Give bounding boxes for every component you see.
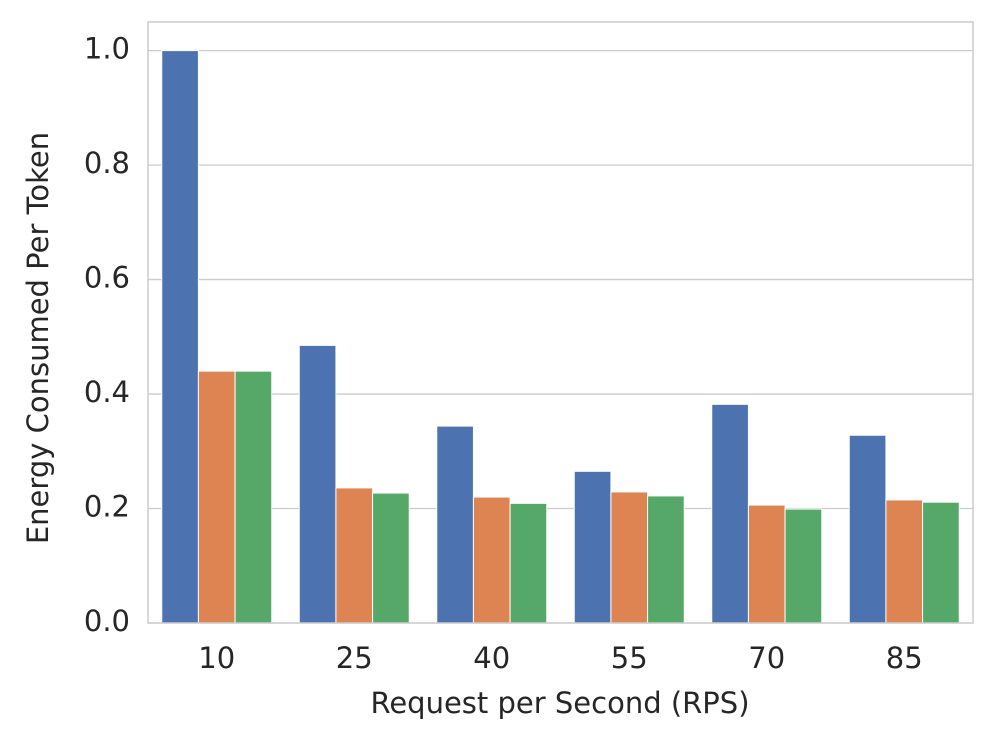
bar (784, 508, 823, 624)
bar (509, 502, 548, 624)
y-tick-label: 1.0 (84, 32, 130, 66)
bar (922, 501, 960, 624)
bar (848, 434, 887, 624)
bar (747, 504, 786, 624)
plot-frame (147, 21, 974, 624)
bar (436, 425, 474, 624)
bar (298, 344, 337, 624)
bar (711, 403, 749, 624)
bar (573, 470, 612, 624)
x-axis-label: Request per Second (RPS) (370, 686, 749, 720)
y-axis-label: Energy Consumed Per Token (21, 132, 55, 544)
x-tick-label: 85 (886, 641, 923, 675)
bar (372, 492, 410, 624)
bar (610, 491, 649, 624)
bar (472, 496, 511, 624)
bar (335, 487, 374, 624)
y-tick-label: 0.8 (84, 146, 130, 180)
bar (161, 50, 199, 624)
bar (197, 370, 236, 624)
x-tick-label: 70 (748, 641, 785, 675)
x-tick-label: 10 (198, 641, 235, 675)
x-tick-label: 40 (473, 641, 510, 675)
x-tick-label: 55 (611, 641, 648, 675)
y-tick-label: 0.2 (84, 490, 130, 524)
y-tick-label: 0.0 (84, 604, 130, 638)
y-tick-label: 0.4 (84, 375, 130, 409)
bar (885, 499, 924, 624)
bar (234, 370, 273, 624)
y-tick-label: 0.6 (84, 261, 130, 295)
x-tick-label: 25 (336, 641, 373, 675)
bar (647, 495, 685, 624)
